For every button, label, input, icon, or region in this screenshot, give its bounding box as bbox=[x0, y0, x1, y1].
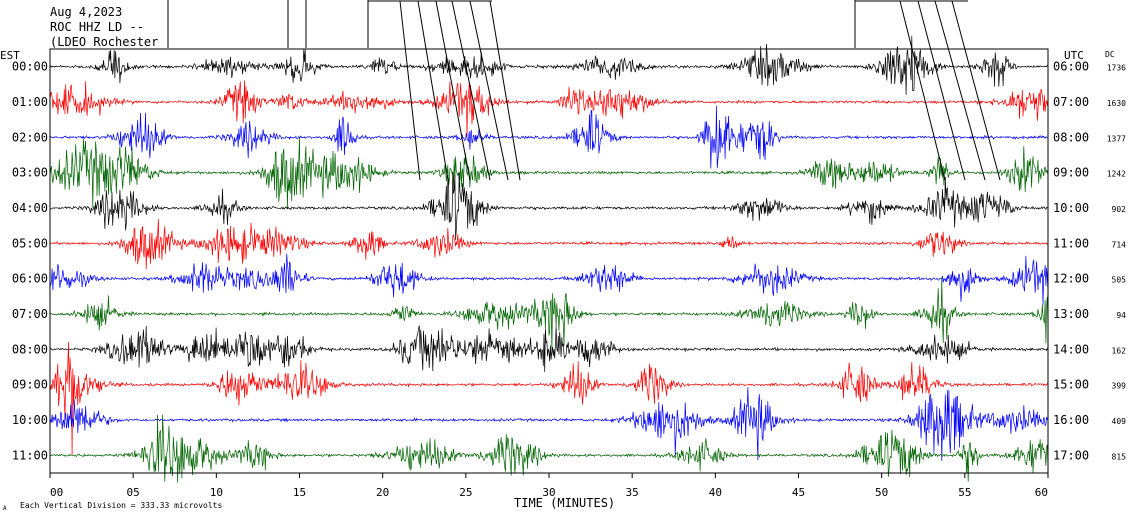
trace-row-0000 bbox=[49, 35, 1049, 95]
trace-layer bbox=[49, 35, 1049, 483]
est-label-0: 00:00 bbox=[12, 60, 48, 74]
est-label-7: 07:00 bbox=[12, 307, 48, 321]
dc-axis-label: DC bbox=[1105, 50, 1115, 59]
x-tick-label-55: 55 bbox=[958, 486, 971, 499]
x-tick-label-60: 60 bbox=[1035, 486, 1048, 499]
trace-row-0600 bbox=[49, 253, 1049, 306]
x-tick-label-05: 05 bbox=[127, 486, 140, 499]
dc-value-8: 162 bbox=[1112, 346, 1127, 355]
est-label-10: 10:00 bbox=[12, 413, 48, 427]
est-axis-label: EST bbox=[0, 49, 20, 62]
est-label-8: 08:00 bbox=[12, 342, 48, 356]
x-tick-label-10: 10 bbox=[210, 486, 223, 499]
est-label-2: 02:00 bbox=[12, 130, 48, 144]
utc-label-7: 13:00 bbox=[1053, 307, 1089, 321]
dc-value-5: 714 bbox=[1112, 240, 1127, 249]
trace-row-0100 bbox=[49, 80, 1049, 138]
utc-label-6: 12:00 bbox=[1053, 272, 1089, 286]
event-marker-line-8 bbox=[917, 0, 966, 181]
est-label-6: 06:00 bbox=[12, 272, 48, 286]
overlay-lines bbox=[167, 0, 1001, 181]
trace-row-0800 bbox=[49, 325, 1049, 372]
dc-value-9: 399 bbox=[1112, 382, 1127, 391]
utc-axis-label: UTC bbox=[1064, 49, 1084, 62]
x-axis-ticks: 00 05 10 15 20 25 30 35 40 45 50 55 60 bbox=[49, 473, 1049, 499]
dc-value-7: 94 bbox=[1116, 311, 1126, 320]
trace-row-0900 bbox=[49, 341, 1049, 456]
event-marker-line-1 bbox=[399, 0, 421, 181]
utc-label-1: 07:00 bbox=[1053, 95, 1089, 109]
est-label-4: 04:00 bbox=[12, 201, 48, 215]
x-axis-title: TIME (MINUTES) bbox=[514, 496, 615, 510]
utc-label-10: 16:00 bbox=[1053, 413, 1089, 427]
trace-row-0500 bbox=[49, 219, 1049, 270]
trace-row-0200 bbox=[49, 105, 1049, 169]
x-tick-label-15: 15 bbox=[293, 486, 306, 499]
x-tick-label-30: 30 bbox=[542, 486, 555, 499]
dc-value-4: 902 bbox=[1112, 205, 1127, 214]
x-tick-label-00: 00 bbox=[50, 486, 63, 499]
dc-value-3: 1242 bbox=[1107, 170, 1126, 179]
est-label-1: 01:00 bbox=[12, 95, 48, 109]
event-marker-line-9 bbox=[934, 0, 986, 181]
event-marker-line-4 bbox=[451, 0, 491, 181]
x-tick-label-35: 35 bbox=[626, 486, 639, 499]
dc-value-2: 1377 bbox=[1107, 134, 1126, 143]
utc-label-5: 11:00 bbox=[1053, 236, 1089, 250]
trace-row-0300 bbox=[49, 137, 1049, 209]
event-marker-line-5 bbox=[469, 0, 509, 181]
event-marker-line-10 bbox=[951, 0, 1001, 181]
event-marker-line-2 bbox=[417, 0, 449, 181]
event-marker-line-3 bbox=[435, 0, 471, 181]
est-label-9: 09:00 bbox=[12, 378, 48, 392]
dc-value-6: 505 bbox=[1112, 276, 1127, 285]
utc-label-4: 10:00 bbox=[1053, 201, 1089, 215]
event-marker-line-6 bbox=[489, 0, 521, 181]
scale-footnote: Each Vertical Division = 333.33 microvol… bbox=[20, 501, 222, 510]
utc-label-8: 14:00 bbox=[1053, 342, 1089, 356]
x-tick-label-45: 45 bbox=[792, 486, 805, 499]
dc-value-10: 409 bbox=[1112, 417, 1127, 426]
utc-label-9: 15:00 bbox=[1053, 378, 1089, 392]
utc-label-2: 08:00 bbox=[1053, 130, 1089, 144]
trace-row-0400 bbox=[49, 172, 1049, 240]
trace-row-1100 bbox=[49, 414, 1049, 483]
header-network: (LDEO Rochester bbox=[50, 35, 158, 49]
est-label-11: 11:00 bbox=[12, 448, 48, 462]
dc-value-11: 815 bbox=[1112, 452, 1127, 461]
header-date: Aug 4,2023 bbox=[50, 5, 122, 19]
row-labels: 00:00 06:00 1736 01:00 07:00 1630 02:00 08:00 13… bbox=[12, 60, 1126, 463]
x-tick-label-40: 40 bbox=[709, 486, 722, 499]
est-label-3: 03:00 bbox=[12, 166, 48, 180]
trace-row-0700 bbox=[49, 277, 1049, 354]
x-tick-label-20: 20 bbox=[376, 486, 389, 499]
est-label-5: 05:00 bbox=[12, 236, 48, 250]
event-marker-line-7 bbox=[899, 0, 946, 181]
utc-label-3: 09:00 bbox=[1053, 166, 1089, 180]
x-tick-label-50: 50 bbox=[875, 486, 888, 499]
trace-row-1000 bbox=[49, 387, 1048, 462]
utc-label-11: 17:00 bbox=[1053, 448, 1089, 462]
dc-value-1: 1630 bbox=[1107, 99, 1126, 108]
utc-label-0: 06:00 bbox=[1053, 60, 1089, 74]
footer-mark: A bbox=[3, 505, 7, 512]
plot-frame bbox=[49, 48, 1049, 474]
x-tick-label-25: 25 bbox=[459, 486, 472, 499]
header-station: ROC HHZ LD -- bbox=[50, 20, 144, 34]
dc-value-0: 1736 bbox=[1107, 64, 1126, 73]
